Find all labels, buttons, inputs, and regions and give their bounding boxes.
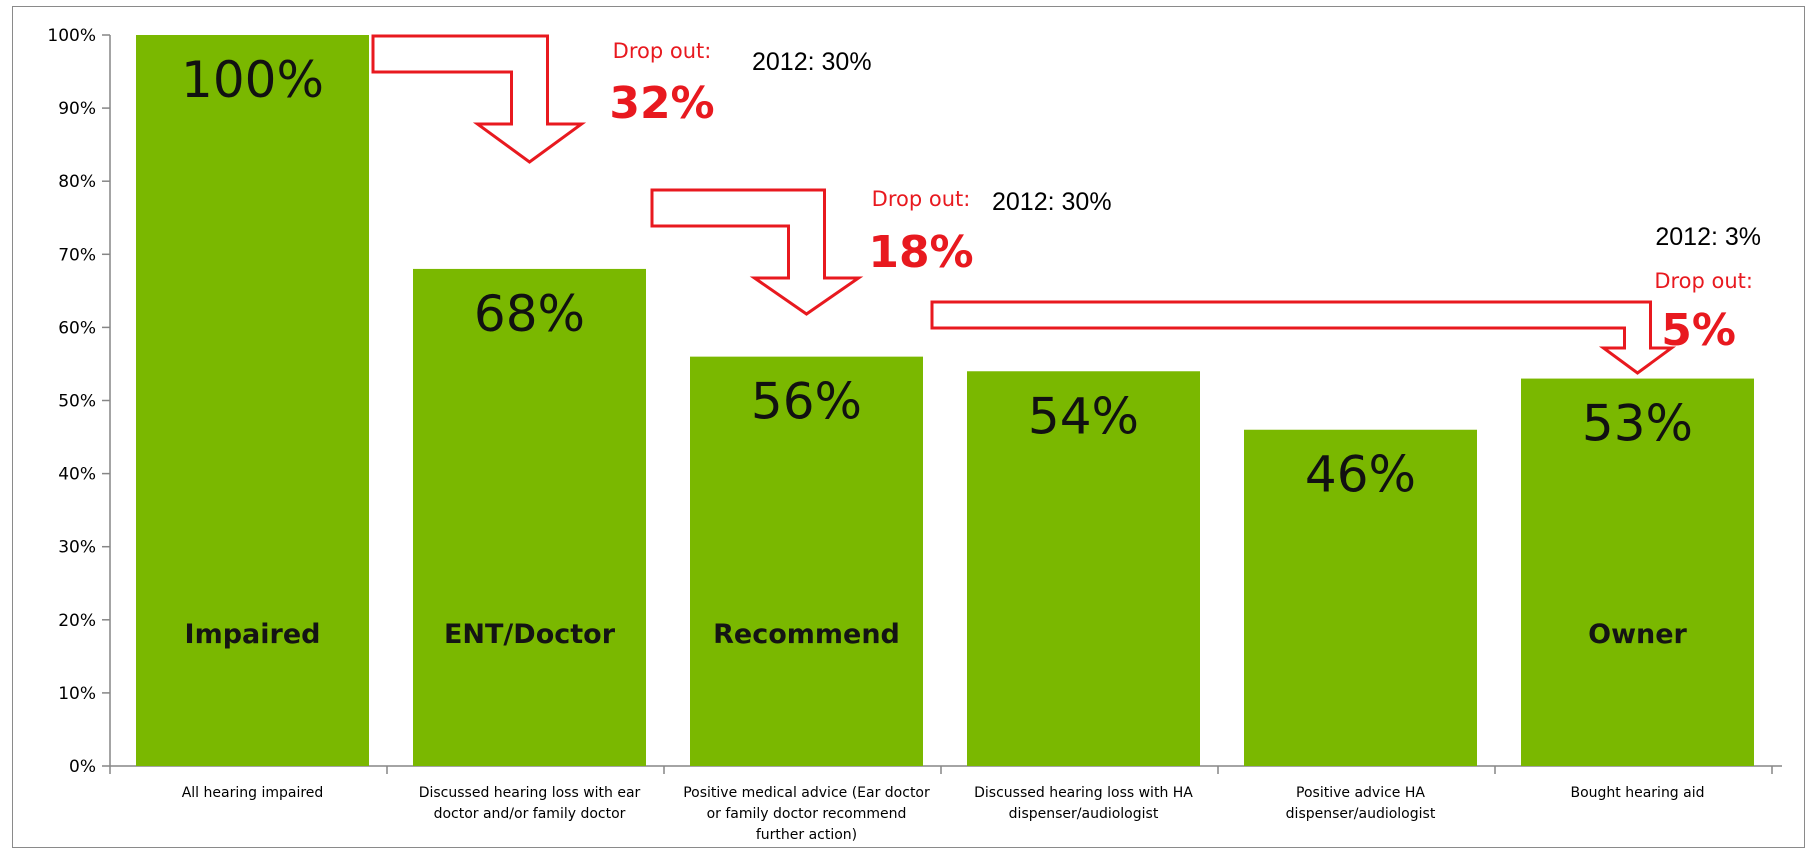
drop-out-arrows [371,34,1677,375]
bar [967,371,1200,766]
drop-out-label: Drop out: [613,39,712,63]
drop-out-label: Drop out: [872,187,971,211]
x-category-label: dispenser/audiologist [1009,806,1159,822]
y-tick-label: 30% [58,538,96,558]
bar-value-label: 56% [751,373,862,431]
bar-stage-name: Recommend [713,619,900,650]
bar-value-label: 68% [474,285,585,343]
drop-out-arrow [930,300,1677,375]
x-category-label: doctor and/or family doctor [434,806,626,822]
note-2012: 2012: 30% [752,48,872,76]
x-category-label: Discussed hearing loss with ear [419,785,641,801]
bar-stage-name: Impaired [185,619,321,650]
drop-out-arrow [371,34,587,164]
bar [1244,429,1477,766]
note-2012: 2012: 3% [1655,223,1761,251]
x-category-label: Bought hearing aid [1570,785,1704,801]
note-2012: 2012: 30% [992,188,1112,216]
y-tick-label: 70% [58,245,96,265]
y-tick-label: 0% [69,757,96,777]
x-category-label: dispenser/audiologist [1286,806,1436,822]
y-tick-label: 100% [47,26,96,46]
y-tick-label: 50% [58,392,96,412]
bar [136,35,369,766]
drop-out-value: 32% [609,78,714,129]
bar-stage-name: ENT/Doctor [444,619,616,650]
drop-out-arrow [650,188,864,316]
drop-out-label: Drop out: [1654,269,1753,293]
drop-out-value: 5% [1661,305,1736,356]
y-tick-label: 20% [58,611,96,631]
bar-value-label: 54% [1028,387,1139,445]
drop-out-value: 18% [868,227,973,278]
y-tick-label: 80% [58,172,96,192]
bars [136,35,1754,766]
x-category-label: Discussed hearing loss with HA [974,785,1193,801]
y-tick-label: 90% [58,99,96,119]
bar [413,268,646,766]
bar [690,356,923,766]
bar-value-label: 46% [1305,446,1416,504]
x-category-label: further action) [756,827,857,843]
x-category-label: or family doctor recommend [707,806,907,822]
chart-frame [12,6,1805,848]
bar [1521,378,1754,766]
y-tick-label: 40% [58,465,96,485]
bar-stage-name: Owner [1588,619,1687,650]
bar-value-label: 53% [1582,395,1693,453]
y-tick-label: 10% [58,684,96,704]
y-tick-label: 60% [58,318,96,338]
labels: 100% Impaired All hearing impaired 68% ENT/D… [181,39,1761,843]
y-axis: 0% 10% 20% 30% 40% 50% 60% 70% 80% 90% 100% [47,26,1782,777]
bar-value-label: 100% [181,51,324,109]
x-category-label: Positive advice HA [1296,785,1425,801]
x-category-label: All hearing impaired [182,785,324,801]
x-category-label: Positive medical advice (Ear doctor [683,785,930,801]
